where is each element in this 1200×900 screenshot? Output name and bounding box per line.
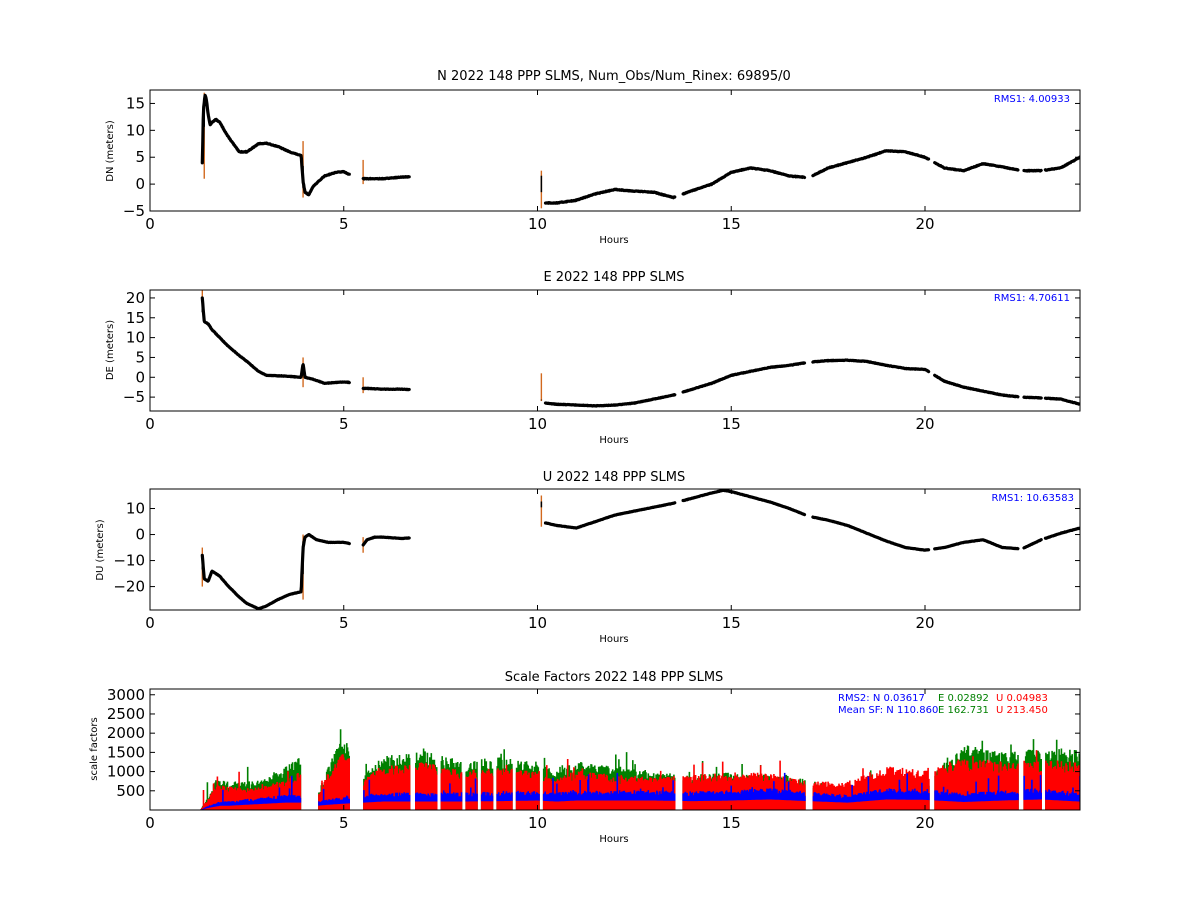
x-tick-label: 0: [145, 814, 155, 832]
x-tick-label: 20: [915, 415, 934, 433]
chart-title-u: U 2022 148 PPP SLMS: [543, 470, 685, 485]
x-tick-label: 20: [915, 614, 934, 632]
y-tick-label: 2500: [107, 705, 145, 723]
axes-frame-2: [149, 488, 1081, 611]
subplot-scale-factors: Scale Factors 2022 148 PPP SLMS Hours sc…: [89, 670, 1081, 845]
x-tick-label: 5: [339, 814, 349, 832]
subplot-u: U 2022 148 PPP SLMS Hours DU (meters) RM…: [95, 470, 1081, 645]
chart-title-scale-factors: Scale Factors 2022 148 PPP SLMS: [505, 670, 724, 685]
axes-frame-3: [149, 688, 1081, 811]
x-tick-label: 5: [339, 415, 349, 433]
rms2-e-annotation: E 0.02892: [938, 693, 989, 704]
x-tick-label: 0: [145, 215, 155, 233]
y-tick-label: 2000: [107, 724, 145, 742]
x-tick-label: 15: [722, 415, 741, 433]
data-marks-1: [200, 290, 1080, 408]
x-tick-label: 15: [722, 814, 741, 832]
y-axis-label-n: DN (meters): [105, 120, 116, 182]
mean-sf-e-annotation: E 162.731: [938, 705, 989, 716]
y-tick-label: 0: [135, 368, 145, 386]
y-tick-label: −5: [123, 202, 145, 220]
x-axis-label-n: Hours: [599, 235, 628, 246]
y-tick-label: 1000: [107, 763, 145, 781]
x-tick-label: 0: [145, 614, 155, 632]
rms2-n-annotation: RMS2: N 0.03617: [838, 693, 925, 704]
chart-title-e: E 2022 148 PPP SLMS: [543, 270, 684, 285]
mean-sf-n-annotation: Mean SF: N 110.860: [838, 705, 938, 716]
y-tick-label: 10: [126, 121, 145, 139]
x-tick-label: 15: [722, 215, 741, 233]
data-marks-3: [200, 729, 1080, 810]
y-tick-label: 20: [126, 289, 145, 307]
rms1-annotation-n: RMS1: 4.00933: [994, 94, 1070, 105]
plot-area-u: 0 5 10 15 20 −20 −10 0 10: [113, 488, 1081, 632]
x-tick-label: 10: [528, 415, 547, 433]
y-tick-label: 15: [126, 309, 145, 327]
y-axis-label-u: DU (meters): [95, 519, 106, 580]
x-tick-label: 20: [915, 814, 934, 832]
data-marks-0: [200, 92, 1080, 209]
subplot-e: E 2022 148 PPP SLMS Hours DE (meters) RM…: [105, 270, 1081, 446]
y-tick-label: −10: [113, 552, 145, 570]
x-tick-label: 0: [145, 415, 155, 433]
y-axis-label-scale-factors: scale factors: [89, 717, 100, 780]
x-tick-label: 20: [915, 215, 934, 233]
x-tick-label: 10: [528, 814, 547, 832]
axes-frame-0: [149, 89, 1081, 212]
series-trace-0: [200, 93, 1080, 205]
y-tick-label: −5: [123, 388, 145, 406]
chart-title-n: N 2022 148 PPP SLMS, Num_Obs/Num_Rinex: …: [437, 69, 791, 84]
y-tick-label: 10: [126, 329, 145, 347]
y-tick-label: −20: [113, 578, 145, 596]
y-tick-label: 10: [126, 500, 145, 518]
series-n-bars: [200, 772, 1080, 810]
y-tick-label: 0: [135, 175, 145, 193]
x-tick-label: 10: [528, 614, 547, 632]
y-tick-label: 0: [135, 526, 145, 544]
x-axis-label-e: Hours: [599, 435, 628, 446]
y-axis-label-e: DE (meters): [105, 320, 116, 380]
series-trace-2: [200, 489, 1080, 610]
rms2-u-annotation: U 0.04983: [996, 693, 1048, 704]
y-tick-label: 5: [135, 348, 145, 366]
y-tick-label: 500: [116, 782, 145, 800]
mean-sf-u-annotation: U 213.450: [996, 705, 1048, 716]
x-tick-label: 5: [339, 614, 349, 632]
y-tick-label: 15: [126, 94, 145, 112]
x-tick-label: 5: [339, 215, 349, 233]
x-axis-label-u: Hours: [599, 634, 628, 645]
y-tick-label: 1500: [107, 743, 145, 761]
x-tick-label: 15: [722, 614, 741, 632]
x-axis-label-scale-factors: Hours: [599, 834, 628, 845]
series-trace-1: [200, 296, 1080, 408]
subplot-n: N 2022 148 PPP SLMS, Num_Obs/Num_Rinex: …: [105, 69, 1081, 246]
axes-frame-1: [149, 289, 1081, 412]
rms1-annotation-e: RMS1: 4.70611: [994, 293, 1070, 304]
y-tick-label: 3000: [107, 686, 145, 704]
x-tick-label: 10: [528, 215, 547, 233]
y-tick-label: 5: [135, 148, 145, 166]
rms1-annotation-u: RMS1: 10.63583: [991, 493, 1074, 504]
data-marks-2: [200, 489, 1080, 610]
